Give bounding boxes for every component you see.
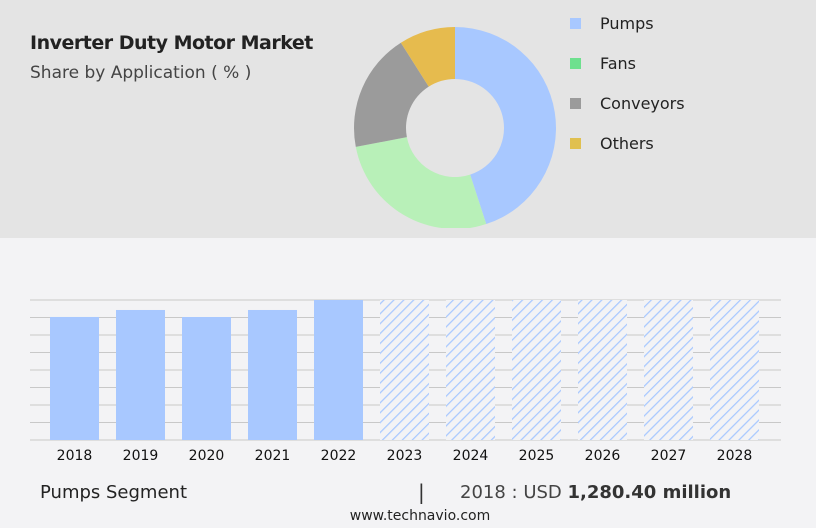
legend-label: Conveyors xyxy=(600,94,685,113)
bar-2019 xyxy=(116,309,165,440)
forecast-bar-2027 xyxy=(644,300,693,440)
legend-swatch xyxy=(570,138,581,149)
x-tick-label: 2018 xyxy=(57,448,93,464)
bar-chart: 2018 2019 2020 2021 2022 2023 2024 2025 2026 2027… xyxy=(50,300,759,464)
x-tick-label: 2026 xyxy=(585,448,621,464)
x-tick-label: 2023 xyxy=(387,448,423,464)
donut-chart xyxy=(340,27,580,238)
donut-clip xyxy=(340,228,580,238)
segment-value: 2018 : USD 1,280.40 million xyxy=(460,482,731,503)
forecast-bar-2026 xyxy=(578,300,627,440)
legend-label: Others xyxy=(600,134,654,153)
footer-separator: | xyxy=(418,480,425,504)
donut-slice-fans xyxy=(355,137,487,230)
donut-slice-others xyxy=(400,27,455,87)
donut-slice-pumps xyxy=(455,27,556,225)
x-tick-label: 2027 xyxy=(651,448,687,464)
x-tick-label: 2020 xyxy=(189,448,225,464)
x-tick-label: 2024 xyxy=(453,448,489,464)
x-tick-label: 2022 xyxy=(321,448,357,464)
chart-title: Inverter Duty Motor Market xyxy=(30,32,313,54)
x-tick-label: 2028 xyxy=(717,448,753,464)
source-label: www.technavio.com xyxy=(349,508,491,524)
forecast-bar-2025 xyxy=(512,300,561,440)
x-tick-label: 2019 xyxy=(123,448,159,464)
legend-label: Fans xyxy=(600,54,637,73)
forecast-bar-2024 xyxy=(446,300,495,440)
legend-swatch xyxy=(570,18,581,29)
bar-2022 xyxy=(314,300,363,440)
x-tick-label: 2021 xyxy=(255,448,291,464)
legend-swatch xyxy=(570,58,581,69)
segment-label: Pumps Segment xyxy=(40,482,188,503)
year-label: 2018 : USD xyxy=(460,482,568,503)
bar-2021 xyxy=(248,309,297,440)
forecast-bar-2023 xyxy=(380,300,429,440)
x-tick-label: 2025 xyxy=(519,448,555,464)
value-label: 1,280.40 million xyxy=(567,482,732,503)
bar-2018 xyxy=(50,316,99,440)
legend-label: Pumps xyxy=(600,14,654,33)
forecast-bar-2028 xyxy=(710,300,759,440)
chart-subtitle: Share by Application ( % ) xyxy=(30,63,252,83)
legend-swatch xyxy=(570,98,581,109)
bar-2020 xyxy=(182,317,231,440)
donut-slice-conveyors xyxy=(354,42,429,147)
